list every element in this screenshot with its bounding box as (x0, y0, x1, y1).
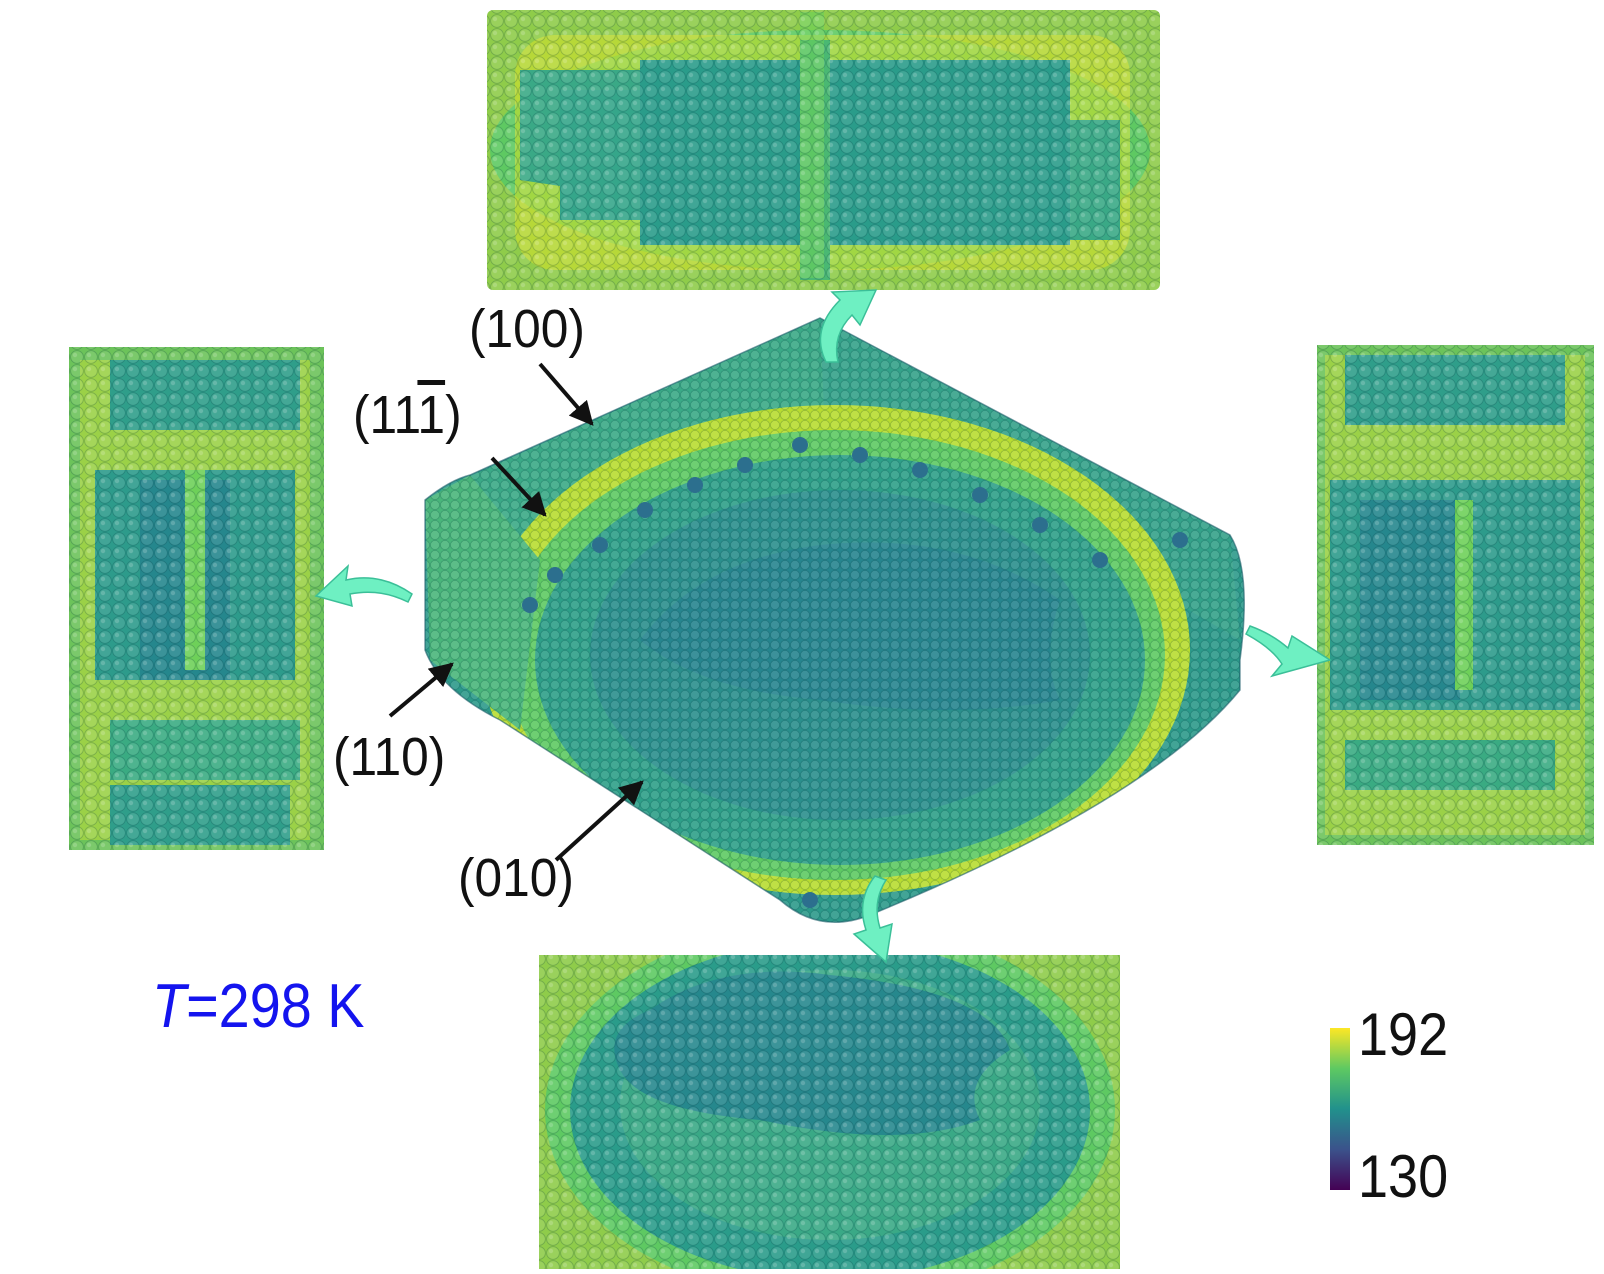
pointer-111 (490, 456, 547, 517)
label-face-111-bar: 1 (417, 385, 446, 445)
label-face-110: (110) (333, 727, 446, 787)
facet-pointer-arrows (388, 362, 644, 862)
bottom-facet-panel (539, 955, 1120, 1269)
nanoparticle (424, 317, 1245, 924)
right-facet-panel (1317, 345, 1594, 845)
colorbar-min-label: 130 (1358, 1143, 1449, 1210)
arrow-to-bottom-panel (852, 875, 893, 964)
pointer-110 (388, 662, 454, 718)
label-face-111: (111) (353, 388, 462, 442)
temperature-value: =298 K (186, 972, 365, 1041)
label-face-010: (010) (458, 848, 574, 908)
colorbar-max-label: 192 (1358, 1001, 1449, 1068)
top-facet-panel (487, 10, 1160, 290)
arrow-to-left-panel (314, 563, 413, 608)
temperature-symbol: T (152, 972, 187, 1041)
label-face-111-prefix: (11 (353, 385, 418, 445)
label-face-111-suffix: ) (445, 385, 462, 445)
colorbar (1330, 1028, 1350, 1190)
facet-mapping-arrows (314, 289, 1332, 964)
left-facet-panel (69, 347, 324, 850)
arrow-to-right-panel (1245, 625, 1332, 678)
pointer-100 (538, 362, 594, 426)
label-face-100: (100) (469, 299, 585, 359)
arrow-to-top-panel (819, 289, 878, 363)
pointer-010 (554, 780, 644, 862)
temperature-label: T=298 K (152, 976, 364, 1038)
